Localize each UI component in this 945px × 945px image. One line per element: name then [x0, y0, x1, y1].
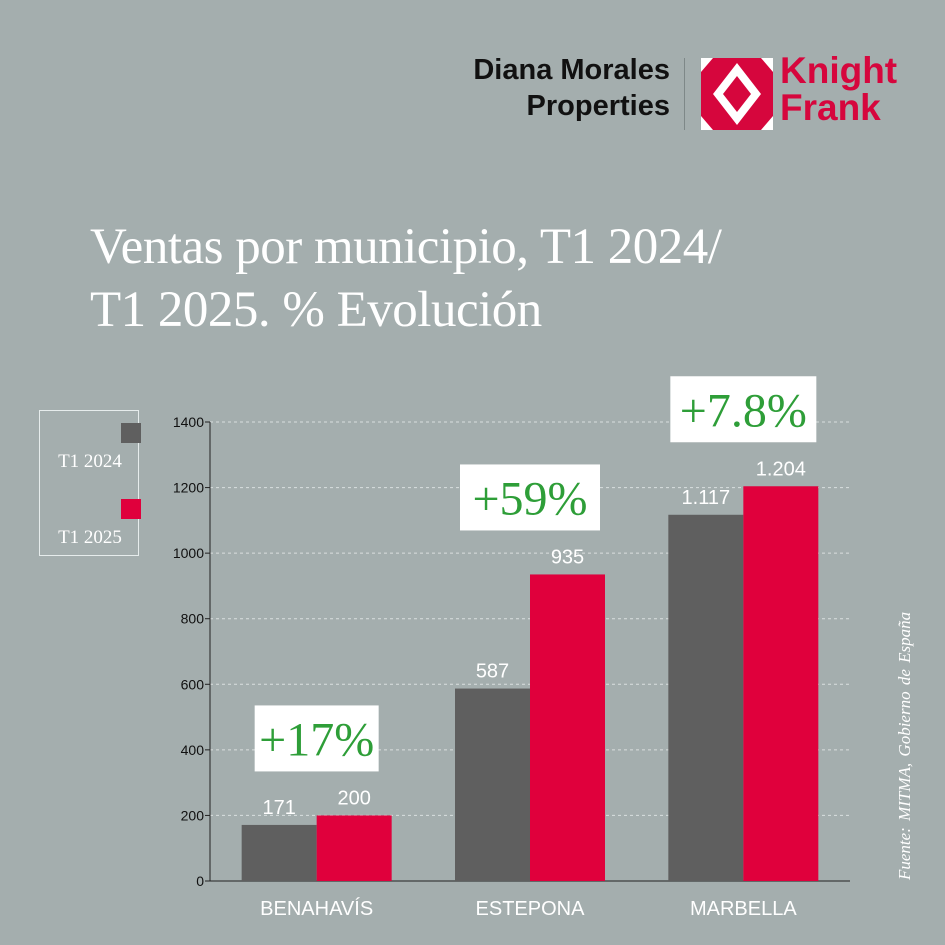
- bar-2024: [455, 688, 530, 881]
- y-tick-label: 400: [181, 742, 205, 758]
- data-label: 1.204: [756, 458, 806, 480]
- partner-name-line2: Frank: [780, 87, 881, 128]
- agency-logo: Diana Morales Properties: [470, 52, 670, 124]
- chart-legend: T1 2024 T1 2025: [39, 410, 141, 556]
- y-tick-label: 1000: [173, 545, 204, 561]
- evolution-badge: [670, 376, 817, 443]
- bar-2024: [241, 824, 317, 881]
- legend-swatch-2025: [121, 499, 141, 519]
- x-tick-label: ESTEPONA: [476, 898, 586, 920]
- evolution-label: +59%: [472, 472, 587, 525]
- data-label: 935: [551, 546, 584, 568]
- evolution-badge: [254, 705, 379, 772]
- chart-title-line1: Ventas por municipio, T1 2024/: [90, 219, 722, 275]
- partner-name-line1: Knight: [780, 50, 898, 91]
- logo-divider: [684, 58, 685, 130]
- source-note: Fuente: MITMA, Gobierno de España: [895, 611, 914, 880]
- data-label: 587: [476, 661, 509, 683]
- evolution-label: +7.8%: [680, 384, 807, 437]
- bar-2025: [743, 486, 819, 881]
- knight-frank-logo: Knight Frank: [780, 52, 897, 126]
- bar-2025: [316, 815, 392, 881]
- x-tick-label: MARBELLA: [690, 898, 797, 920]
- data-label: 171: [262, 797, 295, 819]
- data-label: 200: [337, 787, 370, 809]
- data-label: 1.117: [682, 487, 731, 509]
- evolution-label: +17%: [259, 713, 374, 766]
- bar-2025: [530, 574, 605, 881]
- y-tick-label: 0: [196, 873, 204, 889]
- knight-frank-emblem-icon: [701, 58, 773, 130]
- x-tick-label: BENAHAVÍS: [260, 897, 373, 920]
- y-tick-label: 600: [181, 676, 205, 692]
- bar-2024: [668, 514, 744, 881]
- y-tick-label: 1200: [173, 480, 204, 496]
- y-tick-label: 200: [181, 807, 205, 823]
- agency-name-line2: Properties: [526, 90, 670, 122]
- chart-title: Ventas por municipio, T1 2024/ T1 2025. …: [90, 216, 910, 342]
- agency-name-line1: Diana Morales: [473, 54, 670, 86]
- y-tick-label: 800: [181, 611, 205, 627]
- legend-label-2024: T1 2024: [58, 451, 122, 472]
- chart-title-line2: T1 2025. % Evolución: [90, 282, 542, 338]
- evolution-badge: [460, 464, 600, 531]
- legend-label-2025: T1 2025: [58, 527, 122, 548]
- legend-swatch-2024: [121, 423, 141, 443]
- y-tick-label: 1400: [173, 414, 204, 430]
